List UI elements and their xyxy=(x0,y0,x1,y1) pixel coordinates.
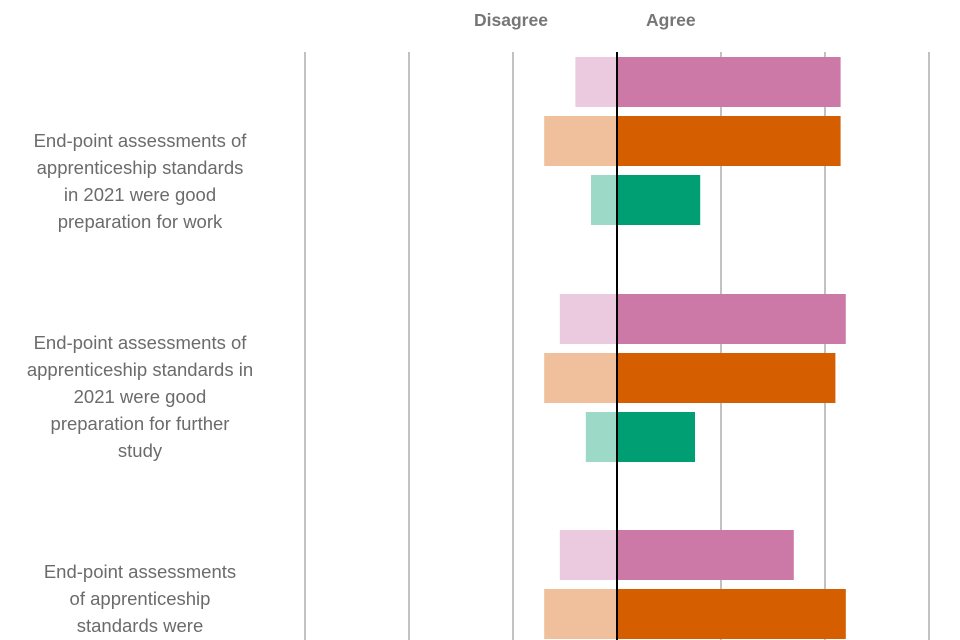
category-label-2-line-5: study xyxy=(117,440,163,461)
bar-disagree-cat2-series2 xyxy=(544,353,617,403)
category-label-1-line-1: End-point assessments of xyxy=(33,130,247,151)
category-label-3: End-point assessments of apprenticeship … xyxy=(8,558,272,639)
bar-disagree-cat1-series1 xyxy=(575,57,617,107)
disagree-header: Disagree xyxy=(474,10,548,30)
bar-agree-cat2-series1 xyxy=(617,294,846,344)
category-label-1-line-2: apprenticeship standards xyxy=(36,157,244,178)
category-label-1-line-4: preparation for work xyxy=(57,211,223,232)
bar-agree-cat2-series2 xyxy=(617,353,836,403)
bar-disagree-cat1-series2 xyxy=(544,116,617,166)
bar-disagree-cat2-series3 xyxy=(585,412,617,462)
bar-agree-cat1-series1 xyxy=(617,57,841,107)
bar-agree-cat1-series2 xyxy=(617,116,841,166)
category-label-2-line-4: preparation for further xyxy=(50,413,230,434)
bar-agree-cat1-series3 xyxy=(617,175,701,225)
bar-disagree-cat1-series3 xyxy=(591,175,617,225)
bar-disagree-cat3-series2 xyxy=(544,589,617,639)
category-label-3-line-1: End-point assessments xyxy=(43,561,237,582)
category-label-1-line-3: in 2021 were good xyxy=(63,184,217,205)
category-label-2: End-point assessments of apprenticeship … xyxy=(8,329,272,464)
agree-header: Agree xyxy=(646,10,696,30)
bar-disagree-cat3-series1 xyxy=(559,530,617,580)
category-label-3-line-2: of apprenticeship xyxy=(69,588,211,609)
category-label-2-line-3: 2021 were good xyxy=(73,386,207,407)
category-label-2-line-1: End-point assessments of xyxy=(33,332,247,353)
bar-agree-cat3-series2 xyxy=(617,589,846,639)
bar-disagree-cat2-series1 xyxy=(559,294,617,344)
bar-agree-cat2-series3 xyxy=(617,412,695,462)
category-label-1: End-point assessments of apprenticeship … xyxy=(8,127,272,235)
bar-agree-cat3-series1 xyxy=(617,530,794,580)
category-label-2-line-2: apprenticeship standards in xyxy=(26,359,254,380)
category-label-3-line-3: standards were xyxy=(76,615,204,636)
